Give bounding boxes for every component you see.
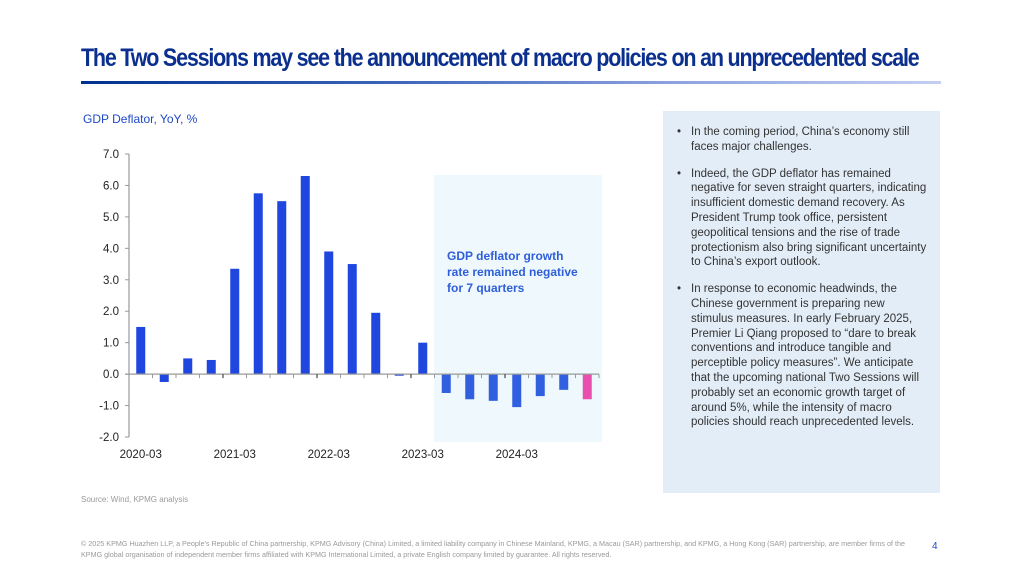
bar-2024-12 (582, 374, 592, 400)
bar-2022-03 (324, 251, 334, 375)
page-number: 4 (932, 541, 938, 552)
page-title: The Two Sessions may see the announcemen… (81, 44, 920, 72)
bar-2020-06 (159, 374, 169, 382)
chart-annotation: GDP deflator growth rate remained negativ… (447, 249, 578, 295)
x-tick-label: 2024-03 (496, 449, 538, 461)
y-tick-label: -1.0 (99, 401, 119, 413)
y-tick-label: 3.0 (103, 275, 119, 287)
chart-title: GDP Deflator, YoY, % (83, 112, 198, 126)
bar-2024-09 (559, 374, 569, 390)
bar-2024-06 (535, 374, 545, 397)
bar-2020-12 (206, 359, 216, 375)
bar-2020-03 (136, 326, 146, 375)
commentary-list: In the coming period, China’s economy st… (663, 111, 940, 430)
y-tick-label: 2.0 (103, 306, 119, 318)
bar-2022-09 (371, 312, 381, 375)
annotation-line: GDP deflator growth (447, 249, 563, 263)
commentary-panel: In the coming period, China’s economy st… (663, 111, 940, 493)
bar-2023-12 (488, 374, 498, 401)
y-tick-label: 5.0 (103, 212, 119, 224)
bar-2021-03 (230, 268, 240, 375)
x-tick-label: 2021-03 (214, 449, 256, 461)
copyright-footer: © 2025 KPMG Huazhen LLP, a People’s Repu… (81, 539, 905, 559)
y-tick-label: 6.0 (103, 180, 119, 192)
source-note: Source: Wind, KPMG analysis (81, 495, 189, 504)
annotation-line: for 7 quarters (447, 281, 525, 295)
y-tick-label: 0.0 (103, 369, 119, 381)
bar-2021-12 (300, 176, 310, 375)
y-tick-label: -2.0 (99, 432, 119, 444)
bar-2023-06 (441, 374, 451, 393)
x-tick-label: 2020-03 (120, 449, 162, 461)
y-tick-label: 7.0 (103, 149, 119, 161)
annotation-line: rate remained negative (447, 265, 578, 279)
bar-2023-03 (418, 342, 428, 375)
commentary-bullet: In the coming period, China’s economy st… (677, 125, 930, 155)
bar-2024-03 (512, 374, 522, 408)
y-tick-label: 4.0 (103, 243, 119, 255)
x-tick-label: 2023-03 (402, 449, 444, 461)
title-divider (81, 81, 941, 84)
y-tick-label: 1.0 (103, 338, 119, 350)
bar-2022-06 (347, 264, 357, 375)
bar-2020-09 (183, 358, 193, 375)
bar-2022-12 (394, 374, 404, 376)
bar-2023-09 (465, 374, 475, 400)
commentary-bullet: Indeed, the GDP deflator has remained ne… (677, 167, 930, 271)
bar-2021-09 (277, 201, 287, 375)
commentary-bullet: In response to economic headwinds, the C… (677, 282, 930, 430)
bar-2021-06 (253, 193, 263, 375)
x-tick-label: 2022-03 (308, 449, 350, 461)
